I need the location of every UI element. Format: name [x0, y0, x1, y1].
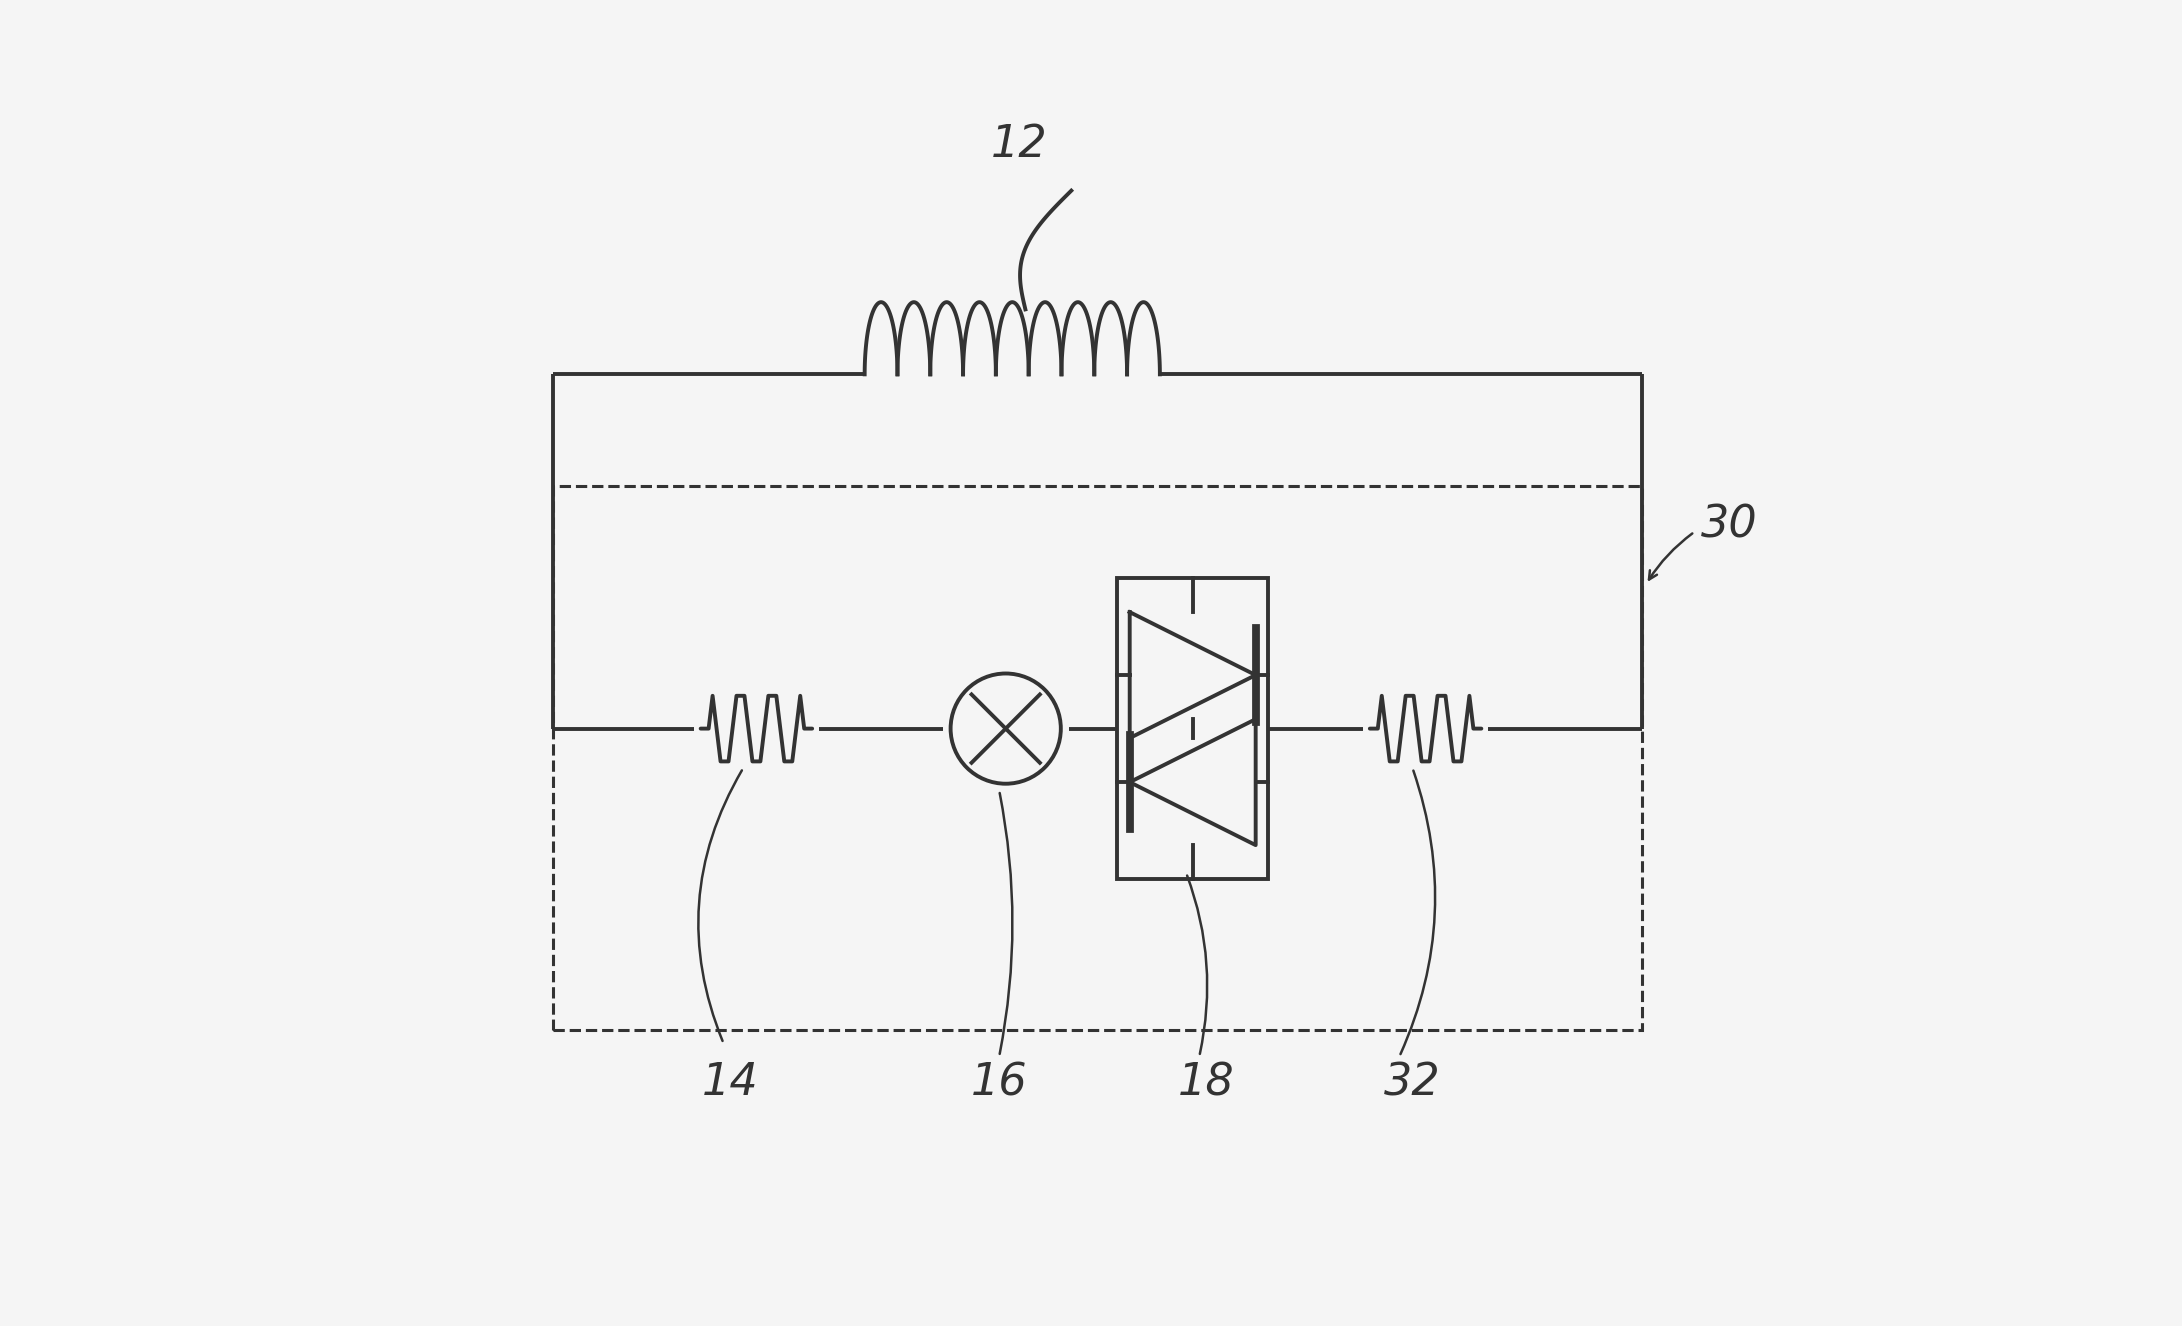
Text: 32: 32: [1383, 1061, 1440, 1105]
Text: 14: 14: [703, 1061, 759, 1105]
Text: 16: 16: [971, 1061, 1028, 1105]
Text: 18: 18: [1178, 1061, 1235, 1105]
Text: 30: 30: [1702, 504, 1759, 546]
Text: 12: 12: [991, 123, 1047, 166]
Bar: [1117, 578, 1268, 879]
Bar: [552, 485, 1643, 1030]
